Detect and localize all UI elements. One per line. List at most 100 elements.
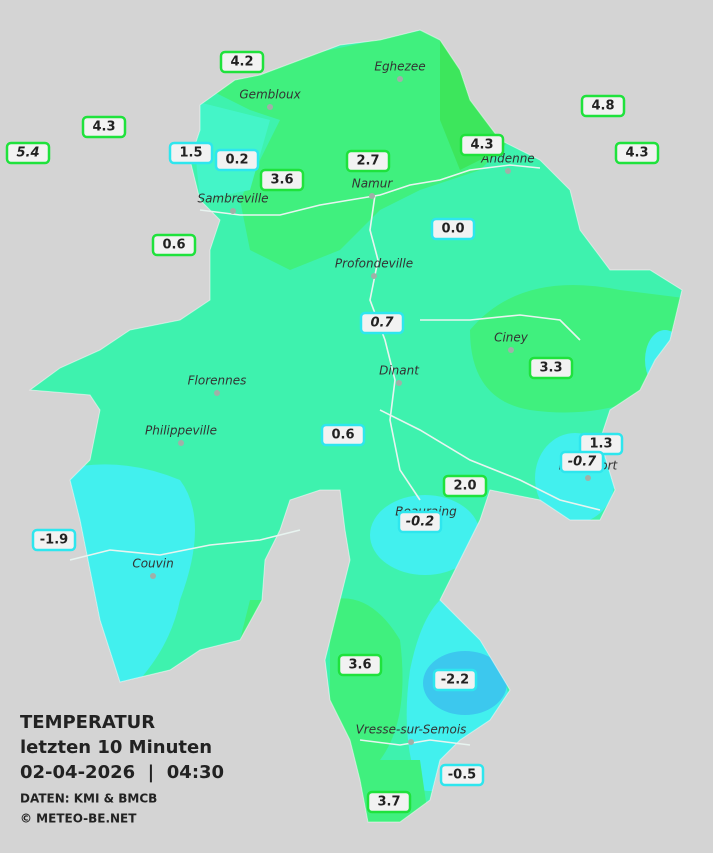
- station: -0.5: [439, 763, 485, 787]
- station-value: -0.7: [568, 455, 597, 470]
- town-label: Vresse-sur-Semois: [356, 723, 467, 737]
- town-dot: [371, 273, 377, 279]
- station-value: 2.0: [453, 479, 476, 494]
- station-value: 3.7: [377, 795, 400, 810]
- station-value: -1.9: [40, 533, 68, 548]
- station-box: [219, 50, 265, 74]
- town-dot: [178, 440, 184, 446]
- town-dot: [508, 347, 514, 353]
- town-dot: [397, 76, 403, 82]
- station-value: 3.6: [348, 658, 371, 673]
- station: 0.7: [359, 311, 405, 335]
- station-box: [168, 141, 214, 165]
- station: 1.5: [168, 141, 214, 165]
- station-box: [359, 311, 405, 335]
- town-dot: [230, 208, 236, 214]
- station-box: [528, 356, 574, 380]
- station-box: [259, 168, 305, 192]
- town-label: Gembloux: [239, 88, 301, 102]
- station-value: 4.3: [92, 120, 115, 135]
- station: -0.7: [559, 450, 605, 474]
- station-box: [345, 149, 391, 173]
- station-value: 2.7: [356, 154, 379, 169]
- station-value: 4.8: [591, 99, 614, 114]
- station-box: [81, 115, 127, 139]
- town-dot: [505, 168, 511, 174]
- town-dot: [150, 573, 156, 579]
- town-label: Ciney: [494, 331, 529, 345]
- station: 3.3: [528, 356, 574, 380]
- legend-source: DATEN: KMI & BMCB: [20, 792, 157, 806]
- station: 0.0: [430, 217, 476, 241]
- station: 4.3: [614, 141, 660, 165]
- town-dot: [369, 193, 375, 199]
- station: 0.2: [214, 148, 260, 172]
- station-value: 0.6: [162, 238, 185, 253]
- station-value: -0.5: [448, 768, 476, 783]
- town-dot: [267, 104, 273, 110]
- station: 3.6: [259, 168, 305, 192]
- station: 2.7: [345, 149, 391, 173]
- station-box: [430, 217, 476, 241]
- town-dot: [585, 475, 591, 481]
- station-box: [397, 510, 443, 534]
- station-box: [320, 423, 366, 447]
- town-label: Florennes: [188, 374, 247, 388]
- station-value: 4.2: [230, 55, 253, 70]
- legend-subtitle: letzten 10 Minuten: [20, 737, 212, 758]
- station-box: [366, 790, 412, 814]
- station-value: -2.2: [441, 673, 469, 688]
- town-label: Namur: [352, 177, 394, 191]
- station-box: [432, 668, 478, 692]
- station-box: [214, 148, 260, 172]
- station-value: 0.2: [225, 153, 248, 168]
- station: 4.2: [219, 50, 265, 74]
- station-value: -0.2: [406, 515, 434, 530]
- station-value: 4.3: [470, 138, 493, 153]
- station-box: [439, 763, 485, 787]
- station-value: 1.5: [179, 146, 202, 161]
- station-value: 0.6: [331, 428, 354, 443]
- station: -0.2: [397, 510, 443, 534]
- station-value: 0.0: [441, 222, 464, 237]
- legend: TEMPERATUR letzten 10 Minuten 02-04-2026…: [20, 712, 224, 826]
- town-label: Profondeville: [335, 257, 413, 271]
- town-label: Sambreville: [197, 192, 268, 206]
- legend-datetime: 02-04-2026 | 04:30: [20, 762, 224, 783]
- station-box: [337, 653, 383, 677]
- station-box: [442, 474, 488, 498]
- rivers: [69, 164, 601, 746]
- station-box: [31, 528, 77, 552]
- station-value: 3.3: [539, 361, 562, 376]
- station: 0.6: [320, 423, 366, 447]
- station: -2.2: [432, 668, 478, 692]
- town-label: Dinant: [379, 364, 420, 378]
- station-value: 1.3: [589, 437, 612, 452]
- station: 4.3: [81, 115, 127, 139]
- town-dot: [408, 739, 414, 745]
- station-value: 0.7: [370, 316, 394, 331]
- station-box: [559, 450, 605, 474]
- station: 2.0: [442, 474, 488, 498]
- legend-copyright: © METEO-BE.NET: [20, 812, 137, 826]
- station: 4.3: [459, 133, 505, 157]
- town-label: Eghezee: [374, 60, 425, 74]
- station-box: [614, 141, 660, 165]
- town-dot: [214, 390, 220, 396]
- station: 4.8: [580, 94, 626, 118]
- station-value: 3.6: [270, 173, 293, 188]
- stations: 4.2 4.3 5.4 1.5 0.2 3.6 2.7 4.3 4.8 4.3 0.6 0.0 0.7 3…: [5, 50, 660, 814]
- station-box: [580, 94, 626, 118]
- station: -1.9: [31, 528, 77, 552]
- station: 3.6: [337, 653, 383, 677]
- legend-title: TEMPERATUR: [20, 712, 155, 733]
- station-value: 5.4: [16, 146, 39, 161]
- town-dot: [396, 380, 402, 386]
- station: 3.7: [366, 790, 412, 814]
- station-box: [459, 133, 505, 157]
- station-value: 4.3: [625, 146, 648, 161]
- station-box: [151, 233, 197, 257]
- station: 5.4: [5, 141, 51, 165]
- town-label: Philippeville: [145, 424, 217, 438]
